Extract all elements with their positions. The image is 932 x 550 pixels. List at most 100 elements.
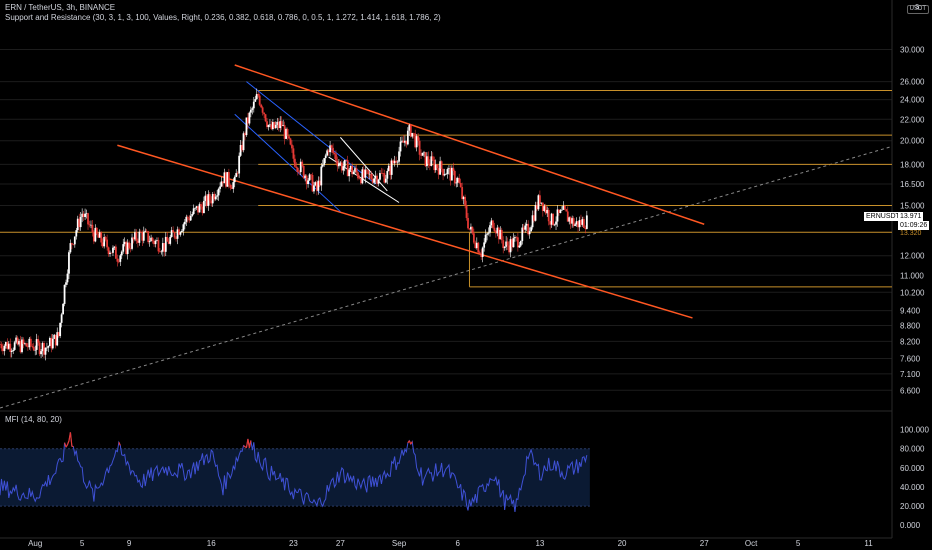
candle-body [94,227,97,242]
candle-body [497,227,500,240]
candle-body [468,228,471,230]
price-tick-label: 20.000 [900,137,925,146]
candle-body [227,172,230,185]
candle-body [348,169,351,177]
candle-body [183,221,186,225]
candle-body [317,180,320,191]
candle-body [342,166,345,171]
candle-body [536,205,538,210]
candle-body [70,243,73,245]
candle-body [84,213,86,217]
candle-body [355,168,358,173]
candle-body [163,243,166,252]
candle-body [47,346,50,348]
candle-body [82,213,85,217]
candle-body [197,206,199,213]
price-tick-label: 8.200 [900,337,921,346]
candle-body [477,242,480,253]
candle-body [558,209,560,213]
candle-body [147,231,150,243]
mfi-overbought-segment [410,441,413,445]
mfi-zone [0,448,590,507]
candle-body [119,255,122,262]
candle-body [68,252,70,274]
candle-body [326,150,329,156]
candle-body [150,237,153,242]
candle-body [274,124,277,129]
candle-body [292,148,295,159]
price-tick-label: 16.500 [900,180,925,189]
candle-body [112,247,114,253]
candle-body [577,221,579,228]
candle-body [455,182,458,184]
candle-body [310,174,312,175]
price-tick-label: 26.000 [900,78,925,87]
candle-body [426,156,428,167]
price-tick-label: 12.000 [900,252,925,261]
candle-body [313,185,315,192]
price-tick-label: 7.100 [900,370,921,379]
candle-body [233,177,236,183]
symbol-tag: ERNUSDT [864,212,902,221]
candle-body [299,161,302,173]
time-tick-label: 6 [456,539,461,548]
channel-line [234,64,705,225]
price-tick-label: 8.800 [900,322,921,331]
candle-body [525,223,528,226]
candle-body [575,221,578,225]
candle-body [320,166,323,186]
candle-body [481,247,484,257]
candle-body [44,347,47,355]
candle-body [492,220,494,228]
candle-body [198,204,201,213]
candle-body [245,117,248,136]
candle-body [98,232,101,238]
candle-body [544,206,547,214]
mfi-tick-label: 20.000 [900,502,925,511]
candle-body [258,95,261,105]
candle-body [263,112,265,115]
candle-body [106,239,108,248]
candle-body [335,154,337,161]
candle-body [4,342,7,346]
candle-body [446,169,449,175]
candle-body [7,343,10,349]
candle-body [440,161,443,169]
mfi-overbought-segment [66,440,70,445]
price-tick-label: 15.000 [900,201,925,210]
candle-body [568,217,571,222]
candle-body [530,227,532,232]
candle-body [428,163,431,166]
candle-body [508,245,510,253]
candle-body [543,206,546,212]
candle-body [371,178,374,183]
candle-body [72,244,75,245]
candle-body [379,173,381,180]
candle-body [270,124,273,130]
candle-body [516,237,519,248]
candle-body [126,242,129,255]
candle-body [204,195,207,201]
candle-body [173,232,176,238]
candle-body [169,236,172,244]
currency-menu-label[interactable]: 3 [915,4,919,11]
candle-body [465,205,468,218]
candle-body [229,184,232,188]
candle-body [247,117,249,124]
candle-body [442,168,444,176]
candle-body [585,215,588,229]
candle-body [79,217,82,228]
last-price-tag: 13.971 [898,212,924,221]
candle-body [31,346,34,347]
candle-body [524,225,527,230]
time-tick-label: Sep [392,539,407,548]
candle-body [81,213,84,218]
candle-body [128,242,131,249]
candle-body [160,251,163,253]
candle-body [550,213,553,225]
mfi-overbought-segment [118,442,121,446]
currency-unit-button[interactable]: USDT [906,5,929,14]
candle-body [166,236,169,242]
candle-body [531,215,534,228]
